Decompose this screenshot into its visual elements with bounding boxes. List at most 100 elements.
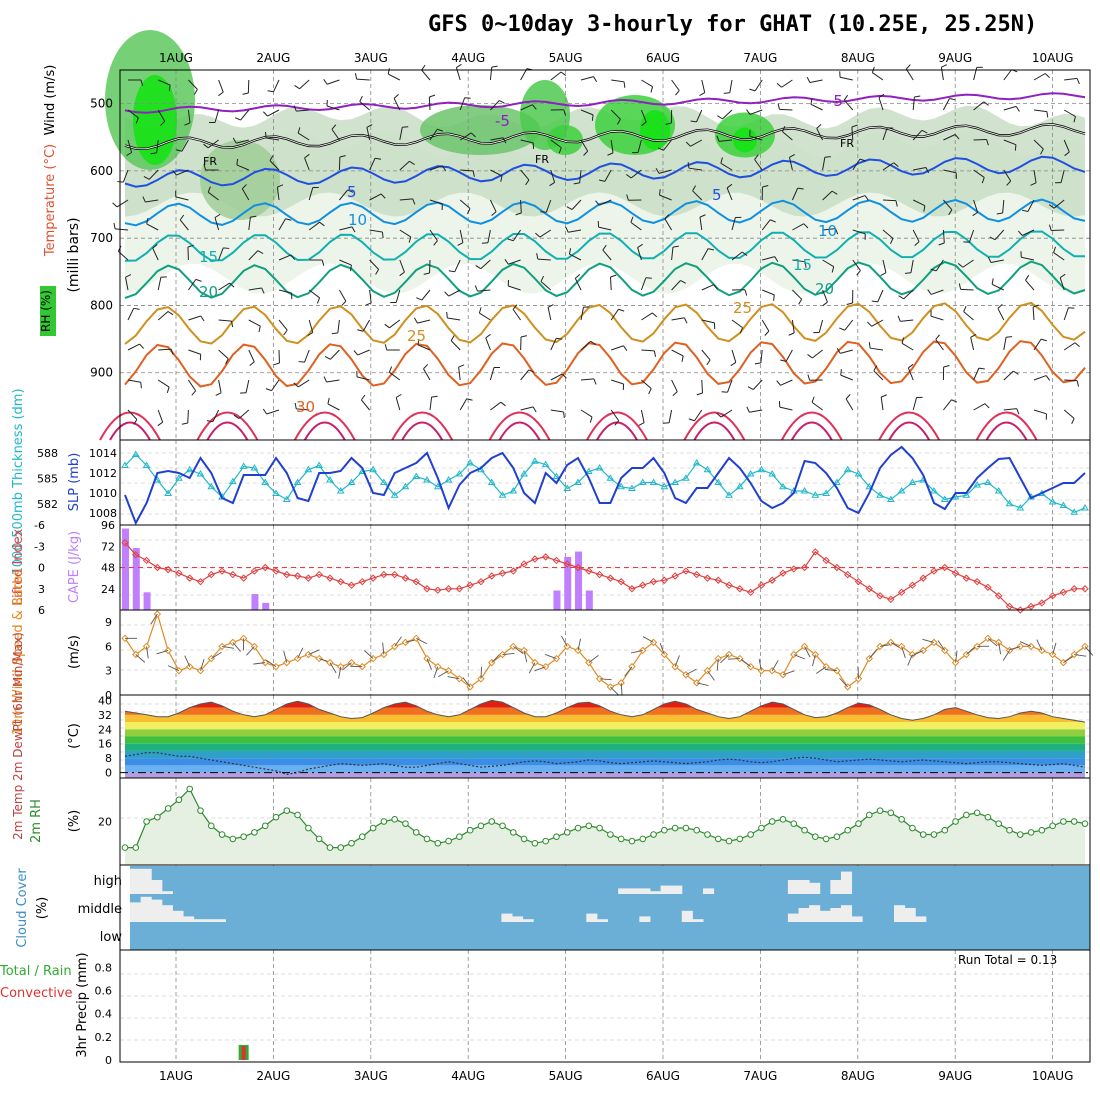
wind-barb xyxy=(641,349,655,352)
rh-point xyxy=(197,807,204,814)
wind-barb xyxy=(852,195,866,201)
cape-bar xyxy=(262,602,270,610)
wind-barb-flag xyxy=(770,219,776,223)
wind-barb xyxy=(399,127,403,141)
wind-barb xyxy=(187,279,197,291)
wind-barb-flag xyxy=(215,392,222,396)
wind-barb-flag xyxy=(983,101,989,106)
li-point xyxy=(1027,602,1035,611)
wind-barb xyxy=(359,101,370,111)
wind-barb xyxy=(810,103,823,111)
wind-barb-flag xyxy=(746,406,750,413)
wind-barb xyxy=(550,169,556,183)
wind-barb-flag xyxy=(880,394,887,398)
wind-barb-flag xyxy=(357,329,364,332)
wind-barb-10m xyxy=(716,658,719,671)
wind-barb-flag xyxy=(359,95,363,102)
li-point xyxy=(142,556,151,565)
cloud-cell xyxy=(151,899,163,922)
wind-barb-flag xyxy=(437,128,444,132)
wind-barb-flag xyxy=(125,274,132,278)
wind-barb-10m xyxy=(513,646,524,654)
wind-barb xyxy=(630,169,642,179)
wind-barb-10m xyxy=(283,650,288,663)
wind-barb-10m xyxy=(433,666,439,679)
wind-barb-flag xyxy=(203,164,207,171)
wind-barb-flag xyxy=(140,79,144,86)
wind-barb-flag xyxy=(384,344,388,351)
wind-speed-point xyxy=(261,658,269,667)
li-point xyxy=(229,570,237,579)
wind-barb xyxy=(399,160,410,171)
li-point xyxy=(1016,606,1024,614)
wind-barb-flag xyxy=(614,420,620,426)
wind-barb-flag xyxy=(233,414,240,419)
wind-barb xyxy=(610,276,612,291)
wind-barb xyxy=(448,289,461,297)
temp-tick: 40 xyxy=(98,694,112,707)
wind-barb-flag xyxy=(507,238,514,242)
wind-barb-flag xyxy=(723,92,730,94)
rh-point xyxy=(585,822,593,830)
wind-barb xyxy=(809,79,823,83)
wind-barb-flag xyxy=(214,213,221,218)
li-point xyxy=(196,577,205,586)
wind-barb-10m xyxy=(265,659,277,668)
wind-barb-flag xyxy=(566,206,573,210)
isotherm-label: 5 xyxy=(347,183,357,201)
wind-barb-flag xyxy=(867,321,872,327)
wind-barb xyxy=(395,397,401,411)
wind-barb xyxy=(701,79,706,93)
temp-tick: 8 xyxy=(105,752,112,765)
wind-barb-flag xyxy=(717,115,723,120)
wind-barb-flag xyxy=(257,250,264,254)
date-label-bottom: 4AUG xyxy=(451,1069,485,1083)
wind-barb-flag xyxy=(146,217,149,225)
wind-barb-10m xyxy=(987,637,998,647)
rh-legend-swatch xyxy=(40,286,56,336)
wind-barb-10m xyxy=(804,646,811,658)
cloud-cell xyxy=(819,910,831,922)
li-point xyxy=(369,574,377,582)
rh-point xyxy=(369,824,377,832)
wind-barb-10m xyxy=(839,677,849,688)
wind-barb-flag xyxy=(905,64,911,70)
wind-barb xyxy=(973,67,978,81)
rh-point xyxy=(639,835,647,843)
cloud-cell xyxy=(660,885,672,894)
rh-point xyxy=(661,826,668,834)
wind-barb xyxy=(791,319,795,333)
wind-barb xyxy=(641,312,653,321)
wind-barb xyxy=(157,109,166,122)
wind-barb-flag xyxy=(491,65,498,68)
wind-speed-point xyxy=(423,654,431,663)
wind-barb xyxy=(882,259,887,273)
wind-barb xyxy=(278,319,288,331)
wind-barb-flag xyxy=(957,262,964,268)
wind-barb xyxy=(822,289,828,303)
wind-barb-flag xyxy=(981,177,985,184)
wind-barb-flag xyxy=(901,337,905,344)
li-point xyxy=(757,581,766,589)
isotherm-arc-40 xyxy=(303,421,346,441)
thickness-point xyxy=(746,470,755,477)
cloud-cell xyxy=(809,882,821,894)
wind-barb xyxy=(785,349,793,362)
thickness-point xyxy=(563,484,572,491)
cloud-cell xyxy=(161,891,173,894)
wind-speed-point xyxy=(315,654,323,663)
rh-point xyxy=(898,816,905,823)
wind-barb-flag xyxy=(354,73,358,80)
wind-barb xyxy=(1003,105,1017,111)
wind-barb-10m xyxy=(308,649,320,655)
thickness-point xyxy=(1070,508,1079,515)
li-point xyxy=(984,583,992,592)
wind-barb-flag xyxy=(1064,151,1070,157)
wind-barb xyxy=(903,289,914,300)
thickness-point xyxy=(487,478,496,485)
wind-barb xyxy=(930,315,944,321)
cloud-cell xyxy=(151,880,163,894)
wind-barb xyxy=(508,259,521,265)
wind-barb-flag xyxy=(191,390,197,396)
